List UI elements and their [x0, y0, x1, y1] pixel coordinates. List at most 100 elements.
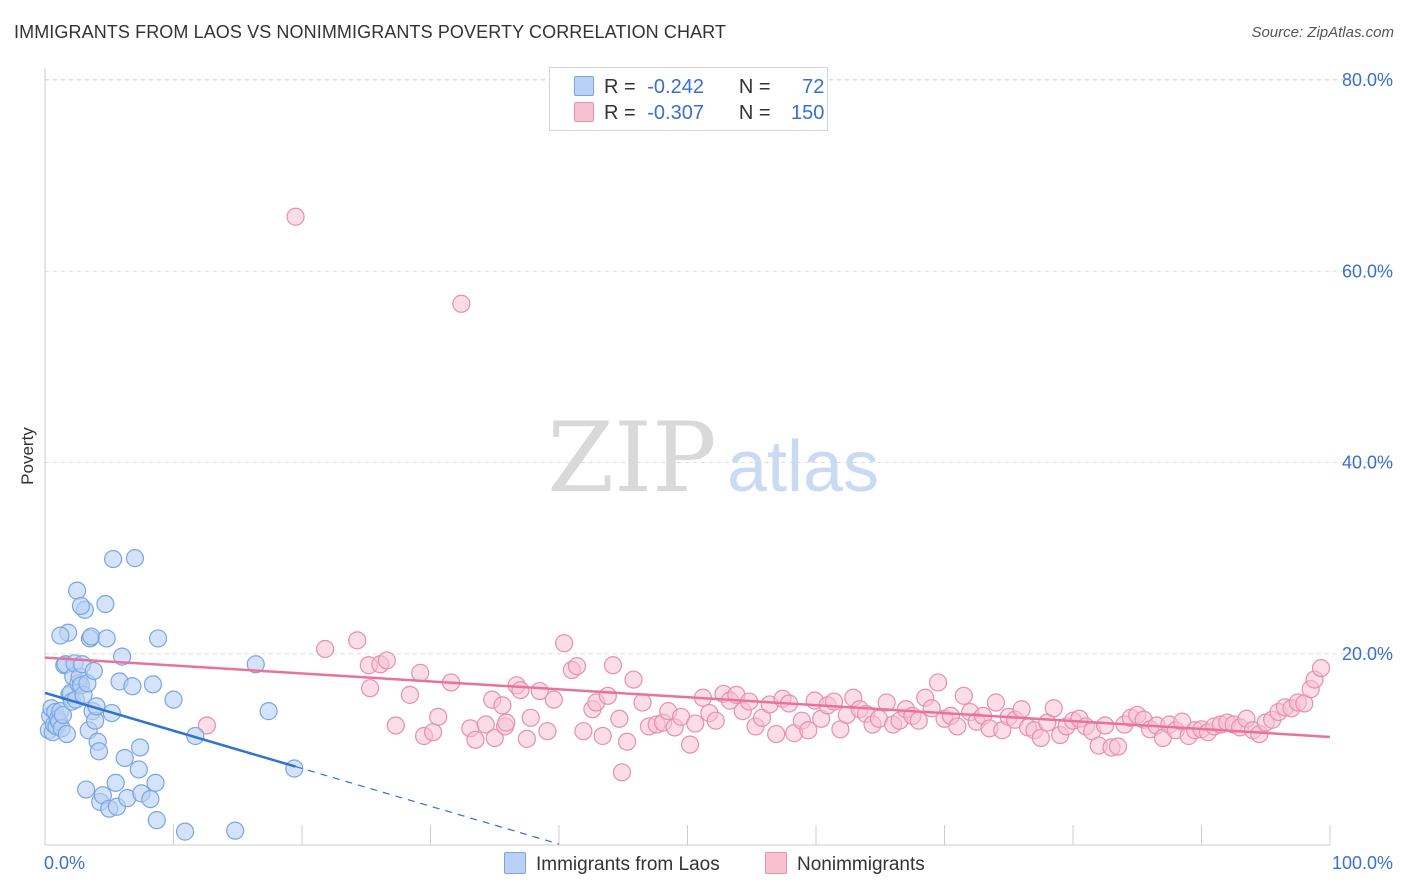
nonimmigrant-point [986, 693, 1006, 712]
nonimmigrant-point [429, 707, 448, 726]
legend-swatch-blue [574, 76, 594, 96]
nonimmigrant-point [598, 686, 617, 705]
laos-point [146, 773, 165, 792]
laos-point [143, 675, 163, 694]
x-tick-label: 0.0% [44, 853, 85, 873]
nonimmigrant-point [909, 711, 928, 730]
nonimmigrant-point [452, 294, 471, 313]
nonimmigrant-point [1311, 658, 1331, 678]
legend-n-label: N = [738, 76, 771, 98]
bottom-legend-nonimmigrants: Nonimmigrants [765, 852, 925, 876]
nonimmigrant-point [538, 722, 557, 741]
laos-point [259, 702, 278, 721]
nonimmigrant-point [624, 670, 643, 689]
correlation-legend: R = -0.242 N = 72 R = -0.307 N = 150 [549, 67, 828, 131]
laos-point [246, 655, 265, 674]
laos-point [68, 581, 87, 600]
nonimmigrant-point [493, 696, 512, 715]
nonimmigrants-trend-line [44, 656, 1331, 739]
laos-point [106, 773, 125, 792]
laos-point [51, 626, 70, 645]
nonimmigrant-point [197, 716, 217, 735]
y-tick-label: 40.0% [1342, 453, 1393, 473]
laos-point [164, 690, 183, 709]
nonimmigrant-point [517, 729, 536, 748]
gridlines [45, 79, 1392, 655]
laos-point [148, 629, 168, 648]
legend-n-label: N = [738, 102, 771, 124]
nonimmigrant-point [497, 713, 516, 732]
nonimmigrant-point [877, 693, 896, 712]
laos-point [130, 738, 150, 757]
nonimmigrant-point [400, 685, 420, 704]
nonimmigrant-point [1108, 737, 1128, 756]
legend-row-nonimmigrants: R = -0.307 N = 150 [574, 102, 824, 126]
nonimmigrant-point [603, 656, 623, 675]
bottom-legend-label: Nonimmigrants [797, 854, 925, 875]
y-tick-label: 20.0% [1342, 644, 1393, 664]
laos-point [97, 629, 116, 648]
y-tick-label: 80.0% [1342, 70, 1393, 90]
laos-point [226, 821, 245, 840]
legend-row-laos: R = -0.242 N = 72 [574, 76, 824, 100]
y-tick-label: 60.0% [1342, 261, 1393, 281]
nonimmigrant-point [476, 715, 495, 734]
nonimmigrant-point [1044, 699, 1063, 718]
nonimmigrant-point [574, 722, 593, 741]
laos-point [115, 748, 134, 768]
nonimmigrant-point [752, 708, 772, 727]
watermark-zip: ZIP [547, 402, 716, 514]
nonimmigrant-point [411, 663, 430, 682]
legend-r-value: -0.242 [647, 76, 704, 98]
bottom-legend-label: Immigrants from Laos [536, 854, 720, 875]
laos-point [123, 677, 142, 696]
nonimmigrant-point [767, 724, 786, 744]
nonimmigrant-point [511, 680, 530, 700]
bottom-swatch-blue [504, 852, 526, 874]
nonimmigrant-point [612, 763, 632, 782]
bottom-legend-laos: Immigrants from Laos [504, 852, 720, 876]
laos-trend-extension [295, 766, 560, 845]
nonimmigrant-point [1096, 716, 1115, 735]
laos-points [39, 549, 304, 841]
nonimmigrant-point [544, 690, 563, 709]
nonimmigrant-point [423, 723, 443, 742]
nonimmigrant-point [466, 730, 485, 749]
laos-point [96, 594, 115, 614]
source-credit: Source: ZipAtlas.com [1251, 24, 1394, 41]
x-tick-label: 100.0% [1332, 853, 1393, 873]
laos-point [57, 724, 76, 744]
laos-point [82, 627, 101, 646]
nonimmigrant-point [954, 686, 973, 705]
laos-point [104, 549, 123, 569]
nonimmigrant-point [948, 717, 967, 736]
nonimmigrant-point [1012, 700, 1031, 719]
trend-lines [44, 656, 1331, 845]
nonimmigrant-point [799, 721, 818, 740]
nonimmigrant-point [633, 693, 652, 712]
legend-n-value: 72 [802, 76, 825, 98]
laos-point [175, 822, 195, 841]
laos-trend-line [44, 691, 296, 768]
laos-point [141, 789, 160, 809]
laos-point [147, 811, 166, 830]
nonimmigrant-point [361, 679, 380, 698]
bottom-swatch-pink [765, 852, 787, 874]
nonimmigrant-point [485, 728, 504, 748]
nonimmigrant-point [348, 631, 367, 650]
nonimmigrant-point [928, 673, 948, 692]
legend-swatch-pink [574, 102, 594, 122]
laos-point [53, 705, 73, 725]
nonimmigrant-point [593, 726, 612, 746]
legend-r-label: R = [604, 76, 636, 98]
nonimmigrant-point [386, 716, 405, 735]
laos-point [129, 760, 148, 779]
nonimmigrant-point [1031, 728, 1050, 748]
nonimmigrant-point [680, 735, 700, 754]
nonimmigrant-point [610, 709, 629, 728]
nonimmigrant-point [567, 657, 587, 676]
nonimmigrant-point [618, 732, 637, 751]
watermark: ZIP atlas [547, 402, 879, 514]
nonimmigrant-point [521, 708, 540, 727]
